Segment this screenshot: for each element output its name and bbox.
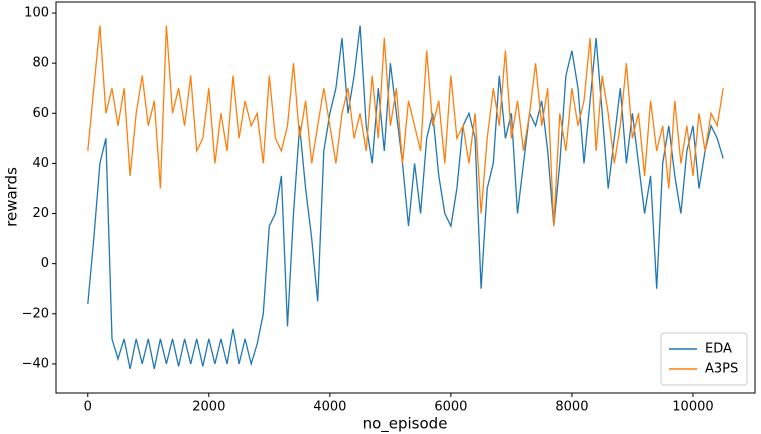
legend-label: EDA (705, 342, 732, 357)
x-tick-label: 10000 (672, 400, 713, 415)
legend-label: A3PS (705, 362, 738, 377)
y-tick-label: 0 (41, 256, 49, 271)
y-tick-label: 20 (32, 206, 49, 221)
y-tick-label: −40 (22, 356, 49, 371)
y-tick-label: −20 (22, 306, 49, 321)
x-tick-label: 4000 (313, 400, 346, 415)
data-line (87, 25, 724, 227)
y-tick-label: 100 (24, 6, 49, 21)
legend-box (660, 332, 748, 386)
y-tick-label: 40 (32, 156, 49, 171)
data-line (87, 25, 724, 370)
x-tick-label: 6000 (434, 400, 467, 415)
y-axis-label: rewards (3, 167, 21, 227)
y-tick-label: 60 (32, 106, 49, 121)
plot-frame (55, 1, 756, 394)
legend: EDA A3PS (660, 332, 748, 386)
y-tick-label: 80 (32, 56, 49, 71)
x-tick-label: 0 (84, 400, 92, 415)
x-tick-label: 8000 (555, 400, 588, 415)
x-tick-label: 2000 (192, 400, 225, 415)
x-axis-label: no_episode (363, 415, 448, 434)
